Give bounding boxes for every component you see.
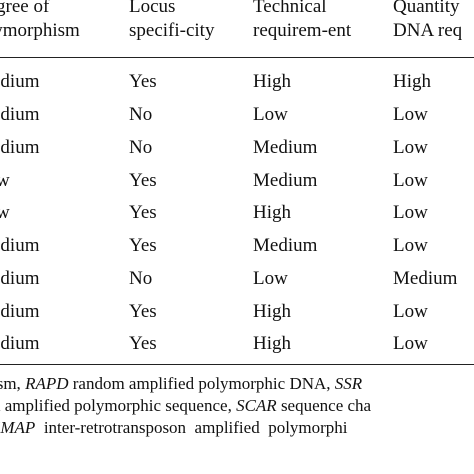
cell-qty: Low xyxy=(393,202,428,223)
header-qty-line1: Quantity xyxy=(393,0,460,17)
cell-tech: Low xyxy=(253,104,288,125)
cell-tech: Medium xyxy=(253,235,318,256)
cell-qty: Low xyxy=(393,170,428,191)
cell-locus: Yes xyxy=(129,333,157,354)
footnote-text: random amplified polymorphic DNA, xyxy=(68,374,335,393)
cell-locus: Yes xyxy=(129,71,157,92)
footnote-abbr: SCAR xyxy=(236,396,277,415)
cell-degree: edium xyxy=(0,301,40,322)
cell-qty: Low xyxy=(393,104,428,125)
footnote-line-2: d amplified polymorphic sequence, SCAR s… xyxy=(0,396,371,416)
cell-locus: Yes xyxy=(129,235,157,256)
footnote-text: ism, xyxy=(0,374,21,393)
footnote-text: inter-retrotransposon amplified polymorp… xyxy=(35,418,348,437)
cell-locus: Yes xyxy=(129,202,157,223)
cell-tech: High xyxy=(253,202,291,223)
header-locus-line1: Locus xyxy=(129,0,176,17)
cell-tech: Low xyxy=(253,268,288,289)
table-bottom-rule xyxy=(0,364,474,365)
header-tech-line1: Technical xyxy=(253,0,327,17)
cell-qty: Low xyxy=(393,333,428,354)
footnote-text: sequence cha xyxy=(276,396,372,415)
header-degree-line2: lymorphism xyxy=(0,20,80,41)
cell-degree: edium xyxy=(0,71,40,92)
footnote-abbr: RAPD xyxy=(25,374,69,393)
header-rule xyxy=(0,57,474,58)
cell-degree: edium xyxy=(0,137,40,158)
cell-locus: Yes xyxy=(129,301,157,322)
cell-tech: Medium xyxy=(253,137,318,158)
cell-locus: No xyxy=(129,268,153,289)
cell-qty: Low xyxy=(393,137,428,158)
footnote-line-3: EMAP inter-retrotransposon amplified pol… xyxy=(0,418,348,438)
header-qty-line2: DNA req xyxy=(393,20,463,41)
cell-qty: Medium xyxy=(393,268,458,289)
cell-degree: edium xyxy=(0,104,40,125)
footnote-line-1: ism, RAPD random amplified polymorphic D… xyxy=(0,374,362,394)
header-tech-line2: requirem-ent xyxy=(253,20,352,41)
cell-locus: No xyxy=(129,104,153,125)
cell-degree: edium xyxy=(0,268,40,289)
footnote-abbr: SSR xyxy=(334,374,363,393)
cell-tech: High xyxy=(253,301,291,322)
footnote-abbr: EMAP xyxy=(0,418,36,437)
cell-degree: w xyxy=(0,170,10,191)
header-locus-line2: specifi-city xyxy=(129,20,215,41)
cell-degree: edium xyxy=(0,333,40,354)
cell-qty: Low xyxy=(393,235,428,256)
cell-locus: Yes xyxy=(129,170,157,191)
cell-qty: High xyxy=(393,71,431,92)
cell-tech: High xyxy=(253,71,291,92)
cell-qty: Low xyxy=(393,301,428,322)
cell-locus: No xyxy=(129,137,153,158)
footnote-text: d amplified polymorphic sequence, xyxy=(0,396,237,415)
header-degree-line1: gree of xyxy=(0,0,50,17)
cell-degree: w xyxy=(0,202,10,223)
cell-tech: Medium xyxy=(253,170,318,191)
cell-degree: edium xyxy=(0,235,40,256)
cell-tech: High xyxy=(253,333,291,354)
